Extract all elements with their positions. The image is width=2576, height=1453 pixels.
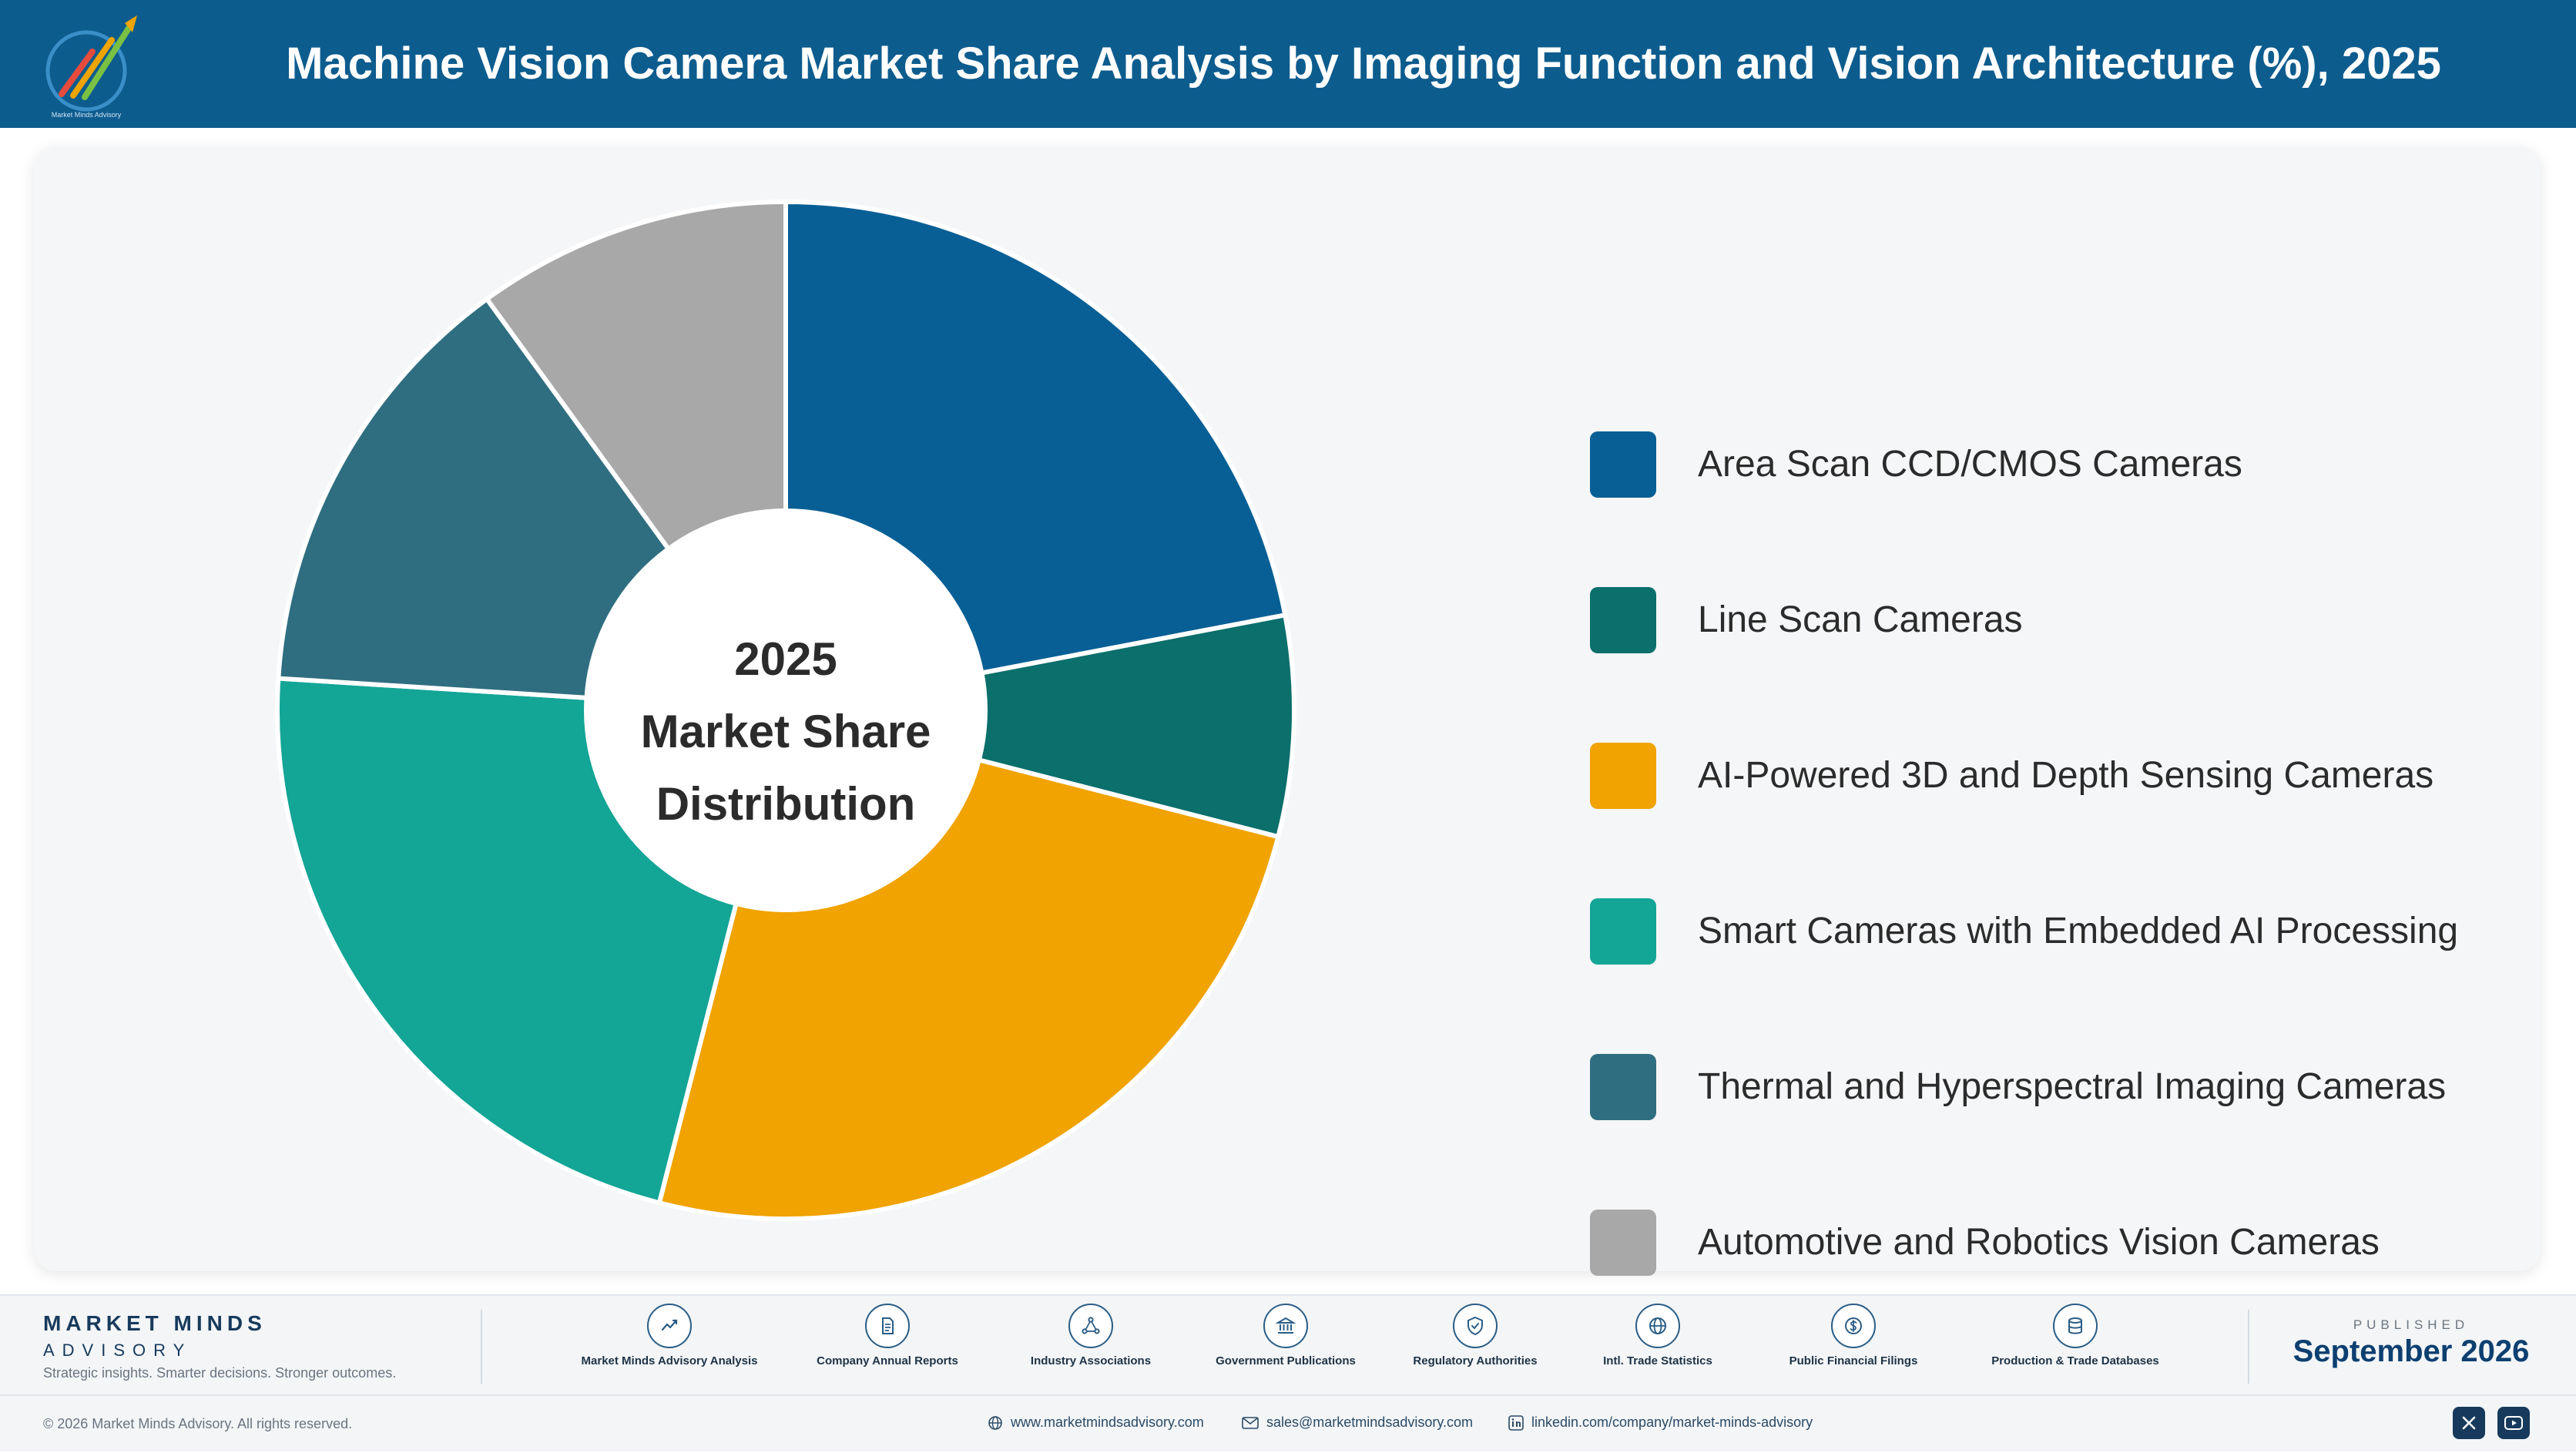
source-item[interactable]: Regulatory Authorities — [1383, 1304, 1568, 1368]
source-label: Production & Trade Databases — [1991, 1354, 2159, 1367]
legend-label: Smart Cameras with Embedded AI Processin… — [1698, 911, 2459, 951]
source-item[interactable]: Government Publications — [1193, 1304, 1378, 1368]
legend-item[interactable]: Thermal and Hyperspectral Imaging Camera… — [1590, 1054, 2561, 1210]
header-bar: Market Minds Advisory Machine Vision Cam… — [0, 0, 2576, 128]
mail-icon — [1242, 1416, 1259, 1429]
brand-name: MARKET MINDS — [43, 1311, 267, 1335]
trend-chart-icon — [647, 1304, 692, 1348]
chart-card: 2025 Market Share Distribution Area Scan… — [34, 146, 2541, 1276]
donut-chart: 2025 Market Share Distribution — [274, 200, 1296, 1221]
linkedin-text: linkedin.com/company/market-minds-adviso… — [1531, 1414, 1813, 1430]
source-label: Public Financial Filings — [1789, 1354, 1918, 1367]
footer: MARKET MINDS ADVISORY Strategic insights… — [0, 1294, 2576, 1451]
legend-item[interactable]: Automotive and Robotics Vision Cameras — [1590, 1210, 2561, 1365]
logo-text: Market Minds Advisory — [52, 111, 122, 119]
pie-slice-2[interactable] — [783, 612, 1296, 840]
legend-item[interactable]: Area Scan CCD/CMOS Cameras — [1590, 431, 2561, 587]
chart-legend: Area Scan CCD/CMOS Cameras Line Scan Came… — [1590, 431, 2561, 1365]
legend-item[interactable]: AI-Powered 3D and Depth Sensing Cameras — [1590, 743, 2561, 898]
published-date: September 2026 — [2293, 1334, 2530, 1368]
center-text-line2: Market Share — [641, 706, 931, 757]
source-item[interactable]: Company Annual Reports — [795, 1304, 980, 1368]
legend-label: Automotive and Robotics Vision Cameras — [1698, 1222, 2380, 1263]
source-label: Industry Associations — [1030, 1354, 1152, 1367]
legend-swatch — [1590, 1210, 1656, 1276]
shield-icon — [1453, 1304, 1498, 1348]
legend-item[interactable]: Smart Cameras with Embedded AI Processin… — [1590, 898, 2561, 1054]
network-icon — [1068, 1304, 1113, 1348]
source-label: Regulatory Authorities — [1413, 1354, 1538, 1367]
center-text-line3: Distribution — [656, 778, 916, 830]
brand-subtitle: ADVISORY — [43, 1341, 193, 1360]
legend-swatch — [1590, 1054, 1656, 1120]
legend-label: Line Scan Cameras — [1698, 599, 2023, 640]
source-item[interactable]: Production & Trade Databases — [1983, 1304, 2168, 1368]
donut-hole — [584, 508, 988, 912]
source-label: Company Annual Reports — [817, 1354, 958, 1367]
source-item[interactable]: Industry Associations — [998, 1304, 1183, 1368]
source-item[interactable]: Intl. Trade Statistics — [1565, 1304, 1750, 1368]
center-text-year: 2025 — [734, 633, 837, 685]
source-label: Intl. Trade Statistics — [1603, 1354, 1712, 1367]
legend-label: Thermal and Hyperspectral Imaging Camera… — [1698, 1066, 2447, 1107]
youtube-social-button[interactable] — [2497, 1407, 2530, 1439]
youtube-icon — [2504, 1416, 2523, 1430]
globe-icon — [1635, 1304, 1680, 1348]
email-text: sales@marketmindsadvisory.com — [1266, 1414, 1474, 1430]
dollar-icon — [1831, 1304, 1876, 1348]
footer-divider — [481, 1310, 482, 1384]
legend-item[interactable]: Line Scan Cameras — [1590, 587, 2561, 743]
legend-swatch — [1590, 587, 1656, 653]
source-label: Market Minds Advisory Analysis — [581, 1354, 758, 1367]
database-icon — [2053, 1304, 2098, 1348]
document-icon — [865, 1304, 910, 1348]
source-item[interactable]: Market Minds Advisory Analysis — [577, 1304, 762, 1368]
x-social-button[interactable] — [2453, 1407, 2485, 1439]
legend-label: Area Scan CCD/CMOS Cameras — [1698, 444, 2242, 485]
email-link[interactable]: sales@marketmindsadvisory.com — [1242, 1414, 1473, 1431]
website-link[interactable]: www.marketmindsadvisory.com — [988, 1414, 1204, 1431]
footer-divider — [2248, 1310, 2249, 1384]
copyright-text: © 2026 Market Minds Advisory. All rights… — [43, 1416, 353, 1431]
globe-icon — [988, 1415, 1002, 1430]
linkedin-icon — [1508, 1414, 1524, 1431]
brand-tagline: Strategic insights. Smarter decisions. S… — [43, 1365, 397, 1381]
source-item[interactable]: Public Financial Filings — [1761, 1304, 1946, 1368]
x-icon — [2462, 1416, 2476, 1430]
page-title: Machine Vision Camera Market Share Analy… — [286, 39, 2441, 89]
website-text: www.marketmindsadvisory.com — [1011, 1414, 1204, 1430]
legend-swatch — [1590, 431, 1656, 498]
legend-swatch — [1590, 743, 1656, 809]
published-label: PUBLISHED — [2353, 1317, 2470, 1332]
legend-swatch — [1590, 898, 1656, 965]
legend-label: AI-Powered 3D and Depth Sensing Cameras — [1698, 755, 2434, 796]
market-minds-logo-icon[interactable]: Market Minds Advisory — [39, 9, 154, 121]
footer-bottom-bar: © 2026 Market Minds Advisory. All rights… — [0, 1394, 2576, 1453]
government-building-icon — [1263, 1304, 1308, 1348]
source-label: Government Publications — [1216, 1354, 1356, 1367]
linkedin-link[interactable]: linkedin.com/company/market-minds-adviso… — [1508, 1414, 1813, 1431]
